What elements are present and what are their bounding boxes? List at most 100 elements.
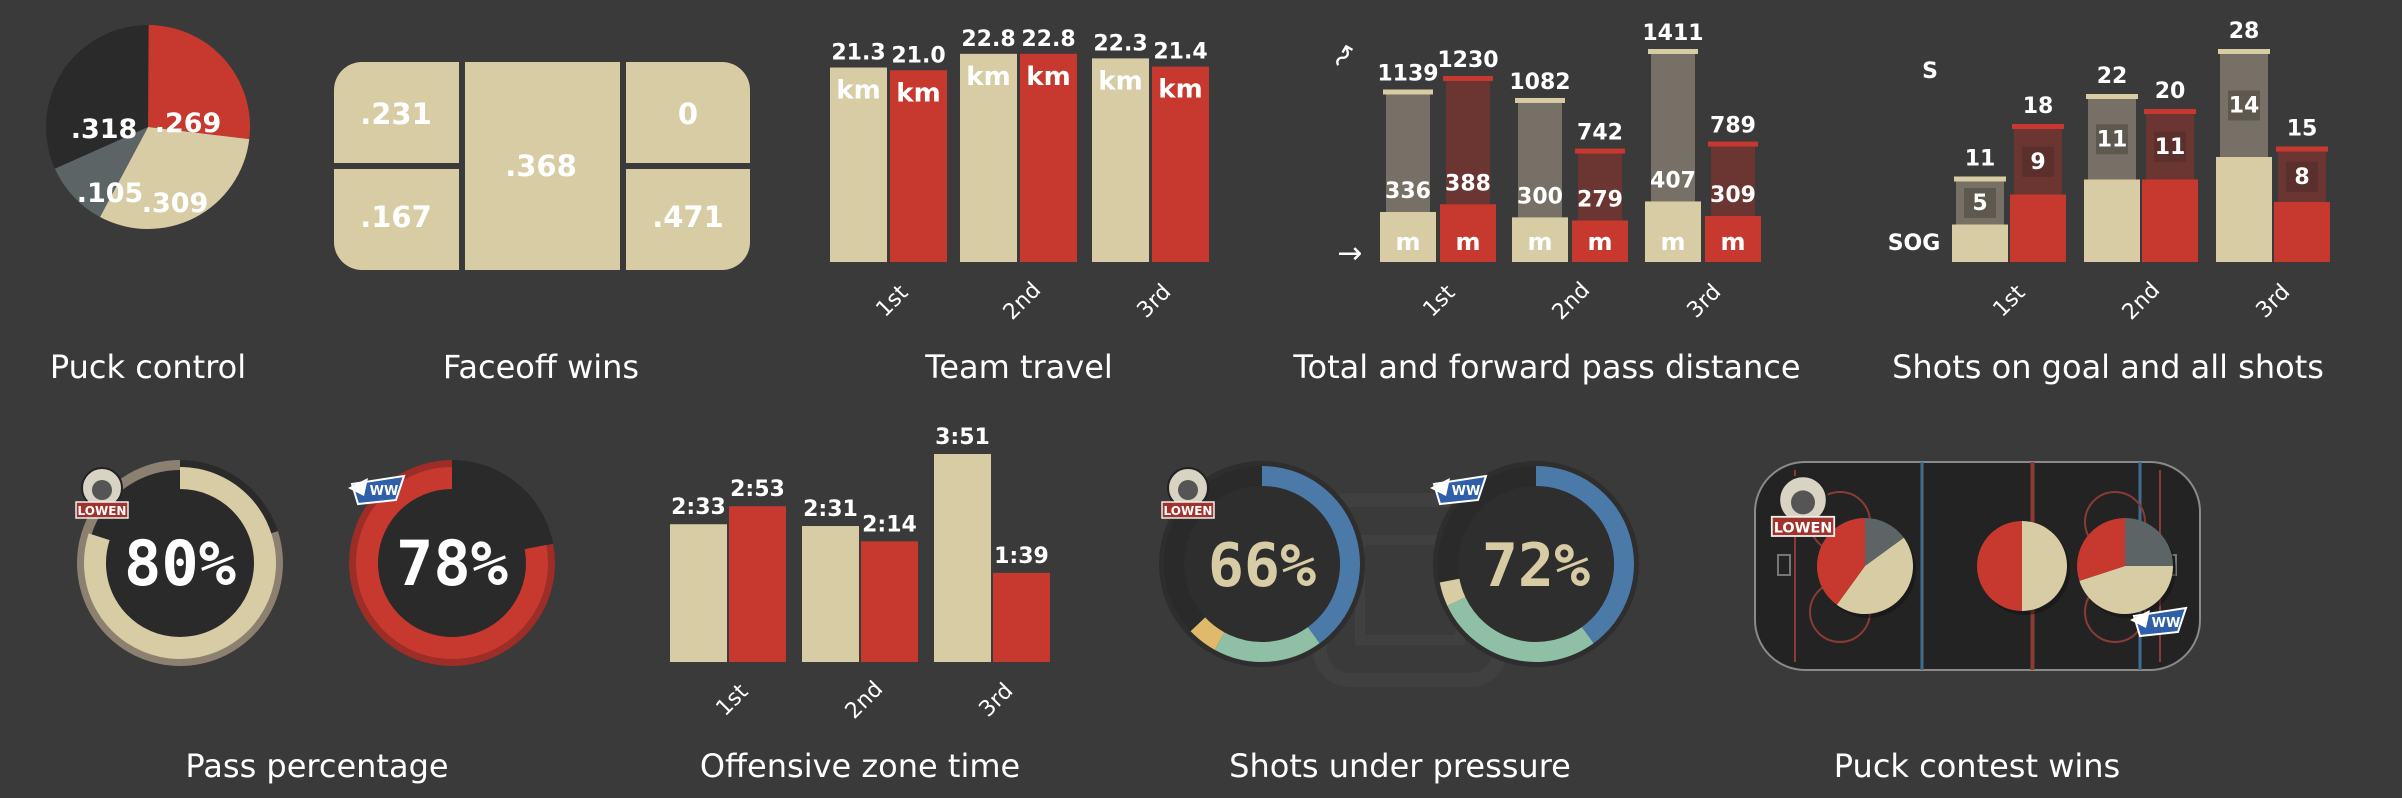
oz-bar bbox=[802, 526, 859, 662]
total-label: 1230 bbox=[1437, 48, 1498, 73]
ring-segment bbox=[1439, 578, 1466, 606]
pie-slice bbox=[148, 25, 250, 140]
logo-text: LOWEN bbox=[78, 504, 127, 518]
chart-title: Puck control bbox=[50, 348, 246, 386]
total-cap bbox=[1515, 97, 1565, 103]
ring-hole bbox=[110, 493, 250, 633]
logo-feather bbox=[348, 478, 368, 496]
total-bar bbox=[1446, 78, 1490, 205]
category-label: 3rd bbox=[1133, 280, 1177, 324]
shots-label: 22 bbox=[2097, 64, 2128, 89]
sog-bar bbox=[2216, 157, 2272, 262]
logo-lion-face bbox=[1791, 490, 1815, 515]
unit-label: m bbox=[1660, 228, 1685, 256]
unit-label: m bbox=[1395, 228, 1420, 256]
chart-title: Puck contest wins bbox=[1834, 747, 2120, 785]
forward-bar bbox=[1512, 217, 1568, 262]
shots-label: 18 bbox=[2023, 94, 2054, 119]
ring-segment bbox=[1535, 466, 1634, 644]
ring-percentage: 66% bbox=[1208, 531, 1316, 601]
away-team-logo: WW bbox=[348, 474, 406, 506]
shots-cap bbox=[2144, 109, 2196, 114]
unit-label: km bbox=[896, 78, 940, 108]
category-label: 2nd bbox=[841, 677, 888, 724]
forward-label: 279 bbox=[1577, 187, 1623, 212]
shots-cap bbox=[1954, 176, 2006, 182]
total-cap bbox=[1648, 49, 1698, 54]
chart-title: Shots on goal and all shots bbox=[1892, 348, 2324, 386]
total-bar bbox=[1651, 52, 1695, 202]
travel-bar bbox=[1020, 53, 1077, 263]
sog-label: 9 bbox=[2030, 150, 2045, 175]
ring-percentage: 78% bbox=[396, 527, 508, 600]
ring-hole bbox=[1190, 492, 1334, 636]
sog-badge bbox=[2286, 161, 2318, 192]
shots-chart: S SOG 11 5 18 9 1st 22 11 20 11 2nd 28 14 15 8 3rd bbox=[1888, 19, 2330, 325]
oz-bar bbox=[993, 572, 1050, 662]
shots-cap bbox=[2276, 146, 2328, 152]
category-label: 1st bbox=[1419, 280, 1461, 322]
unit-label: km bbox=[1098, 66, 1142, 96]
contest-slice bbox=[1836, 537, 1914, 615]
total-label: 1139 bbox=[1377, 61, 1438, 86]
puck-contest-chart: LOWEN WW bbox=[1754, 461, 2201, 671]
category-label: 1st bbox=[1989, 280, 2031, 322]
pie-slice bbox=[46, 24, 149, 169]
home-team-logo: LOWEN bbox=[75, 467, 129, 519]
total-label: 789 bbox=[1710, 114, 1756, 139]
total-label: 1082 bbox=[1509, 70, 1570, 95]
forward-label: 388 bbox=[1445, 171, 1491, 196]
logo-text: LOWEN bbox=[1164, 504, 1213, 518]
ring-segment bbox=[1190, 617, 1225, 650]
total-cap bbox=[1383, 89, 1433, 95]
forward-label: 407 bbox=[1650, 168, 1696, 193]
away-team-logo: WW bbox=[2130, 606, 2188, 638]
chart-title: Total and forward pass distance bbox=[1292, 348, 1800, 386]
shots-cap bbox=[2086, 94, 2138, 99]
oz-label: 3:51 bbox=[935, 425, 990, 450]
squiggle-icon: ↝ bbox=[1322, 37, 1362, 74]
logo-text: LOWEN bbox=[1774, 520, 1833, 536]
shots-side-label: S bbox=[1922, 59, 1938, 84]
shots-label: 11 bbox=[1965, 147, 1996, 172]
sog-label: 11 bbox=[2097, 127, 2128, 152]
faceoff-value: .471 bbox=[652, 200, 724, 234]
total-bar bbox=[1386, 92, 1430, 212]
ring-value-arc bbox=[84, 467, 276, 659]
faceoff-value: 0 bbox=[678, 97, 698, 131]
unit-label: km bbox=[836, 76, 880, 106]
logo-feather bbox=[1430, 478, 1450, 496]
ring-segment bbox=[1214, 626, 1320, 662]
travel-bar bbox=[890, 70, 947, 263]
forward-label: 300 bbox=[1517, 184, 1563, 209]
shots-cap bbox=[2012, 124, 2064, 129]
shots-pressure-chart: 66% 72% LOWEN WW bbox=[1159, 461, 1639, 687]
home-team-logo: LOWEN bbox=[1161, 467, 1215, 519]
total-label: 742 bbox=[1577, 121, 1623, 146]
forward-bar bbox=[1380, 211, 1436, 262]
unit-label: km bbox=[1158, 75, 1202, 105]
ring-segment bbox=[1447, 596, 1594, 662]
sog-badge bbox=[2228, 90, 2260, 121]
oz-label: 2:53 bbox=[730, 477, 785, 502]
sog-bar bbox=[2274, 202, 2330, 262]
travel-bar bbox=[1092, 58, 1149, 263]
faceoff-value: .167 bbox=[360, 200, 432, 234]
rink-divider bbox=[334, 163, 459, 169]
contest-slice bbox=[2125, 518, 2173, 566]
faceoff-value: .368 bbox=[505, 149, 577, 183]
contest-slice bbox=[2077, 518, 2125, 581]
pie-slice bbox=[54, 127, 148, 217]
forward-bar bbox=[1440, 204, 1496, 262]
unit-label: m bbox=[1587, 228, 1612, 256]
shots-label: 15 bbox=[2287, 117, 2318, 142]
logo-banner bbox=[75, 501, 129, 519]
ring-percentage: 72% bbox=[1482, 531, 1590, 601]
total-label: 1411 bbox=[1642, 21, 1703, 46]
bar-label: 21.3 bbox=[831, 41, 885, 66]
travel-bar bbox=[830, 67, 887, 263]
team-travel-chart: 21.3 km 21.0 km 1st 22.8 km 22.8 km 2nd 22.3 km 21.4… bbox=[830, 27, 1209, 325]
travel-bar bbox=[960, 53, 1017, 263]
rink-divider bbox=[459, 62, 465, 270]
